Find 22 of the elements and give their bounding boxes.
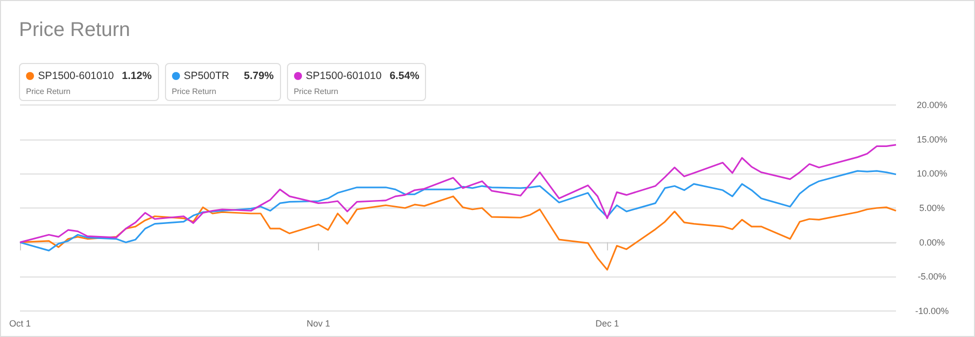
y-tick-label: -5.00%	[918, 272, 946, 282]
y-tick-label: 10.00%	[916, 168, 948, 179]
y-tick-label: 20.00%	[916, 100, 948, 110]
y-tick-label: 0.00%	[919, 237, 945, 248]
legend-label: SP500TR	[184, 70, 230, 82]
text: Price Return	[19, 19, 130, 42]
text: Price Return	[294, 87, 340, 96]
x-tick-label: Dec 1	[595, 318, 619, 328]
legend-label: SP1500-601010	[38, 70, 114, 82]
line-series	[19, 170, 897, 252]
legend-label: SP1500-601010	[306, 70, 382, 82]
text: 5.79%	[242, 70, 274, 82]
y-tick-label: -10.00%	[915, 306, 949, 316]
y-tick-label: 5.00%	[919, 203, 945, 213]
text: Price Return	[172, 87, 218, 96]
line-series	[19, 144, 897, 244]
x-tick-label: Oct 1	[9, 318, 31, 328]
y-tick-label: 15.00%	[916, 134, 948, 144]
chart-title: Price Return	[26, 87, 72, 96]
text: 1.12%	[120, 70, 152, 82]
x-tick-label: Nov 1	[306, 318, 330, 328]
text: 6.54%	[388, 70, 420, 82]
